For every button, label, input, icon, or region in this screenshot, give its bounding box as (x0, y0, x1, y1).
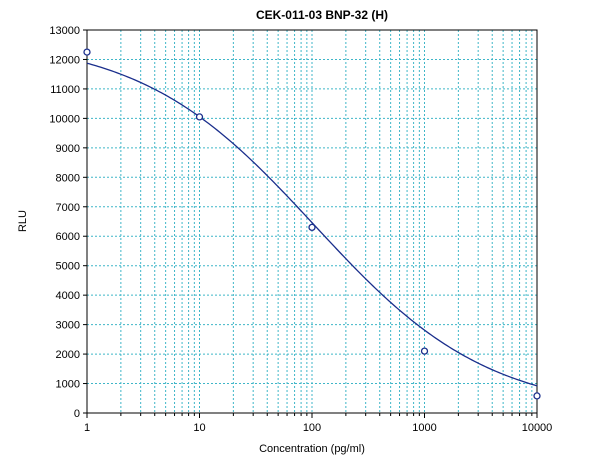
fit-curve (86, 62, 538, 387)
data-points (83, 48, 541, 400)
y-tick-label: 8000 (56, 172, 80, 184)
x-axis-label: Concentration (pg/ml) (259, 443, 365, 455)
y-tick-label: 1000 (56, 379, 80, 391)
y-tick-label: 13000 (49, 25, 80, 37)
y-tick-label: 0 (74, 408, 80, 420)
y-tick-label: 11000 (50, 84, 80, 96)
y-tick-label: 7000 (56, 202, 80, 214)
grid-layer (87, 30, 537, 413)
x-tick-label: 100 (303, 422, 321, 434)
data-point (308, 223, 316, 232)
y-tick-label: 6000 (56, 231, 80, 243)
x-tick-labels: 1 10 100 1000 10000 (84, 422, 552, 434)
y-tick-label: 9000 (56, 143, 80, 155)
y-axis-label: RLU (17, 210, 29, 232)
chart-title: CEK-011-03 BNP-32 (H) (256, 8, 388, 22)
y-tick-label: 5000 (56, 261, 80, 273)
y-tick-label: 2000 (56, 349, 80, 361)
y-tick-label: 10000 (49, 113, 80, 125)
data-point (195, 113, 204, 121)
x-tick-label: 10 (193, 422, 205, 434)
y-tick-label: 4000 (56, 290, 80, 302)
y-tick-label: 3000 (56, 320, 80, 332)
data-point (533, 392, 541, 400)
data-point (83, 48, 91, 56)
tick-layer (83, 29, 538, 418)
x-tick-label: 1000 (412, 422, 436, 434)
data-point (420, 347, 429, 355)
x-tick-label: 10000 (522, 422, 553, 434)
y-tick-label: 12000 (49, 54, 80, 66)
y-tick-labels: 0 1000 2000 3000 4000 5000 6000 7000 8000 9000 100… (49, 25, 80, 420)
x-tick-label: 1 (84, 422, 90, 434)
